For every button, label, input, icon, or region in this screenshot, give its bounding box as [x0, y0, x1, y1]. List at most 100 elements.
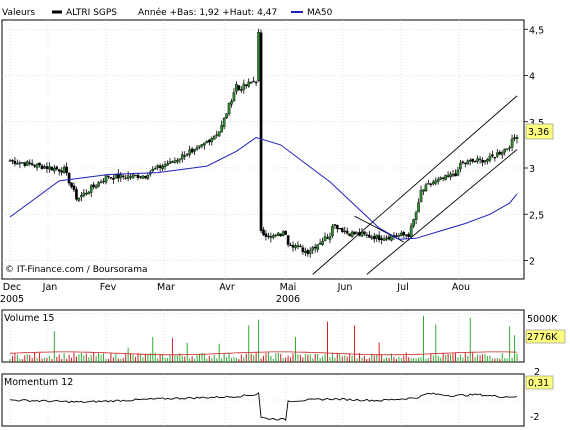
momentum-last-box [525, 375, 554, 390]
candle-body [493, 157, 497, 159]
candle-body [313, 246, 317, 249]
candle-body [200, 144, 204, 147]
price-tick-label: 3 [529, 164, 535, 175]
candle-body [35, 163, 39, 168]
candle-body [377, 235, 381, 240]
candle-body [215, 134, 219, 136]
candle-body [119, 174, 123, 178]
candle-body [328, 236, 332, 240]
price-panel [1, 19, 525, 280]
candle-body [225, 113, 228, 119]
volume-last-value: 2776K [527, 332, 558, 343]
candle-body [82, 192, 86, 196]
candle-body [62, 167, 66, 174]
candle-body [237, 85, 241, 90]
candle-body [75, 189, 78, 200]
candle-body [131, 174, 135, 179]
candle-body [395, 235, 398, 237]
candle-body [402, 231, 406, 236]
candle-body [262, 229, 265, 235]
candle-body [365, 234, 369, 236]
candle-body [65, 166, 68, 173]
month-label: Mai [280, 282, 297, 293]
candle-body [466, 160, 470, 165]
candle-body [417, 202, 420, 213]
volume-grid [2, 310, 524, 362]
volume-ma-line [9, 351, 517, 356]
candle-body [427, 183, 430, 185]
candle-body [424, 184, 428, 192]
candle-body [264, 233, 268, 237]
candle-body [316, 244, 319, 250]
candle-body [18, 162, 22, 164]
candle-body [304, 251, 307, 253]
candle-body [291, 245, 295, 248]
candle-body [397, 235, 401, 237]
candle-body [464, 162, 467, 164]
candle-body [240, 89, 243, 91]
volume-last-box [525, 329, 566, 344]
candle-body [114, 174, 118, 179]
candle-body [281, 231, 285, 237]
candle-body [338, 228, 342, 230]
candle-body [11, 160, 14, 162]
candle-body [21, 162, 24, 164]
candle-body [183, 155, 187, 157]
candle-body [16, 163, 19, 165]
candle-body [176, 159, 179, 163]
candle-body [434, 180, 438, 184]
candle-body [146, 174, 150, 179]
candle-body [414, 212, 418, 220]
candle-body [409, 225, 413, 238]
candle-body [326, 237, 329, 239]
candle-body [144, 176, 147, 178]
candle-body [180, 154, 184, 160]
candle-body [284, 230, 287, 235]
candle-body [77, 197, 81, 201]
candle-body [353, 231, 356, 235]
candle-body [163, 164, 167, 167]
ma-legend-label: MA50 [307, 8, 333, 18]
candle-body [249, 82, 253, 84]
candle-body [372, 236, 376, 240]
candle-body [188, 149, 191, 155]
candle-body [126, 175, 130, 179]
candle-body [505, 148, 509, 150]
year-label: 2006 [276, 294, 300, 305]
candle-body [166, 163, 169, 166]
candle-body [461, 161, 465, 163]
trend-line [312, 95, 518, 275]
candle-body [404, 234, 408, 236]
candle-body [468, 160, 472, 162]
candle-body [50, 166, 54, 171]
ticker-name: ALTRI SGPS [66, 8, 117, 18]
candle-body [94, 185, 98, 189]
candle-body [272, 235, 275, 238]
candle-body [222, 117, 226, 127]
momentum-last-value: 0,31 [528, 378, 549, 389]
candle-body [331, 226, 334, 236]
candle-body [515, 137, 519, 139]
candle-body [267, 235, 270, 237]
candle-body [360, 232, 364, 237]
candle-body [139, 176, 142, 178]
candle-body [486, 159, 489, 162]
candle-body [173, 160, 177, 163]
candle-body [510, 138, 514, 148]
candle-body [232, 92, 236, 102]
volume-title: Volume 15 [4, 313, 54, 324]
candle-body [40, 165, 44, 169]
candle-body [343, 230, 347, 233]
candle-body [112, 178, 115, 180]
candle-body [141, 175, 145, 179]
candle-body [441, 177, 445, 179]
candle-body [476, 158, 479, 162]
candle-body [60, 170, 63, 173]
candle-body [212, 135, 216, 140]
candle-body [382, 238, 386, 241]
candle-body [134, 174, 137, 177]
candle-body [43, 166, 46, 169]
candle-body [13, 161, 17, 164]
